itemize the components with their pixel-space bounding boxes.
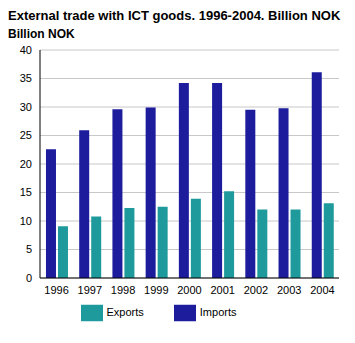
svg-text:1999: 1999	[144, 284, 168, 296]
html-text:Billion NOK: Billion NOK	[8, 27, 75, 41]
svg-text:5: 5	[26, 243, 32, 255]
svg-text:20: 20	[20, 158, 32, 170]
svg-text:1996: 1996	[44, 284, 68, 296]
svg-text:2004: 2004	[310, 284, 334, 296]
svg-text:2003: 2003	[277, 284, 301, 296]
svg-text:2000: 2000	[177, 284, 201, 296]
html-text:External trade with ICT goods.: External trade with ICT goods. 1996-2004…	[8, 8, 341, 23]
svg-text:1997: 1997	[78, 284, 102, 296]
svg-text:0: 0	[26, 272, 32, 284]
svg-text:2001: 2001	[210, 284, 234, 296]
svg-text:40: 40	[20, 44, 32, 56]
svg-text:10: 10	[20, 215, 32, 227]
svg-text:35: 35	[20, 72, 32, 84]
svg-text:1998: 1998	[111, 284, 135, 296]
html-text:Exports: Exports	[106, 305, 144, 318]
svg-text:30: 30	[20, 101, 32, 113]
svg-text:15: 15	[20, 186, 32, 198]
svg-text:2002: 2002	[244, 284, 268, 296]
svg-text:25: 25	[20, 129, 32, 141]
html-text:Imports: Imports	[199, 305, 237, 318]
